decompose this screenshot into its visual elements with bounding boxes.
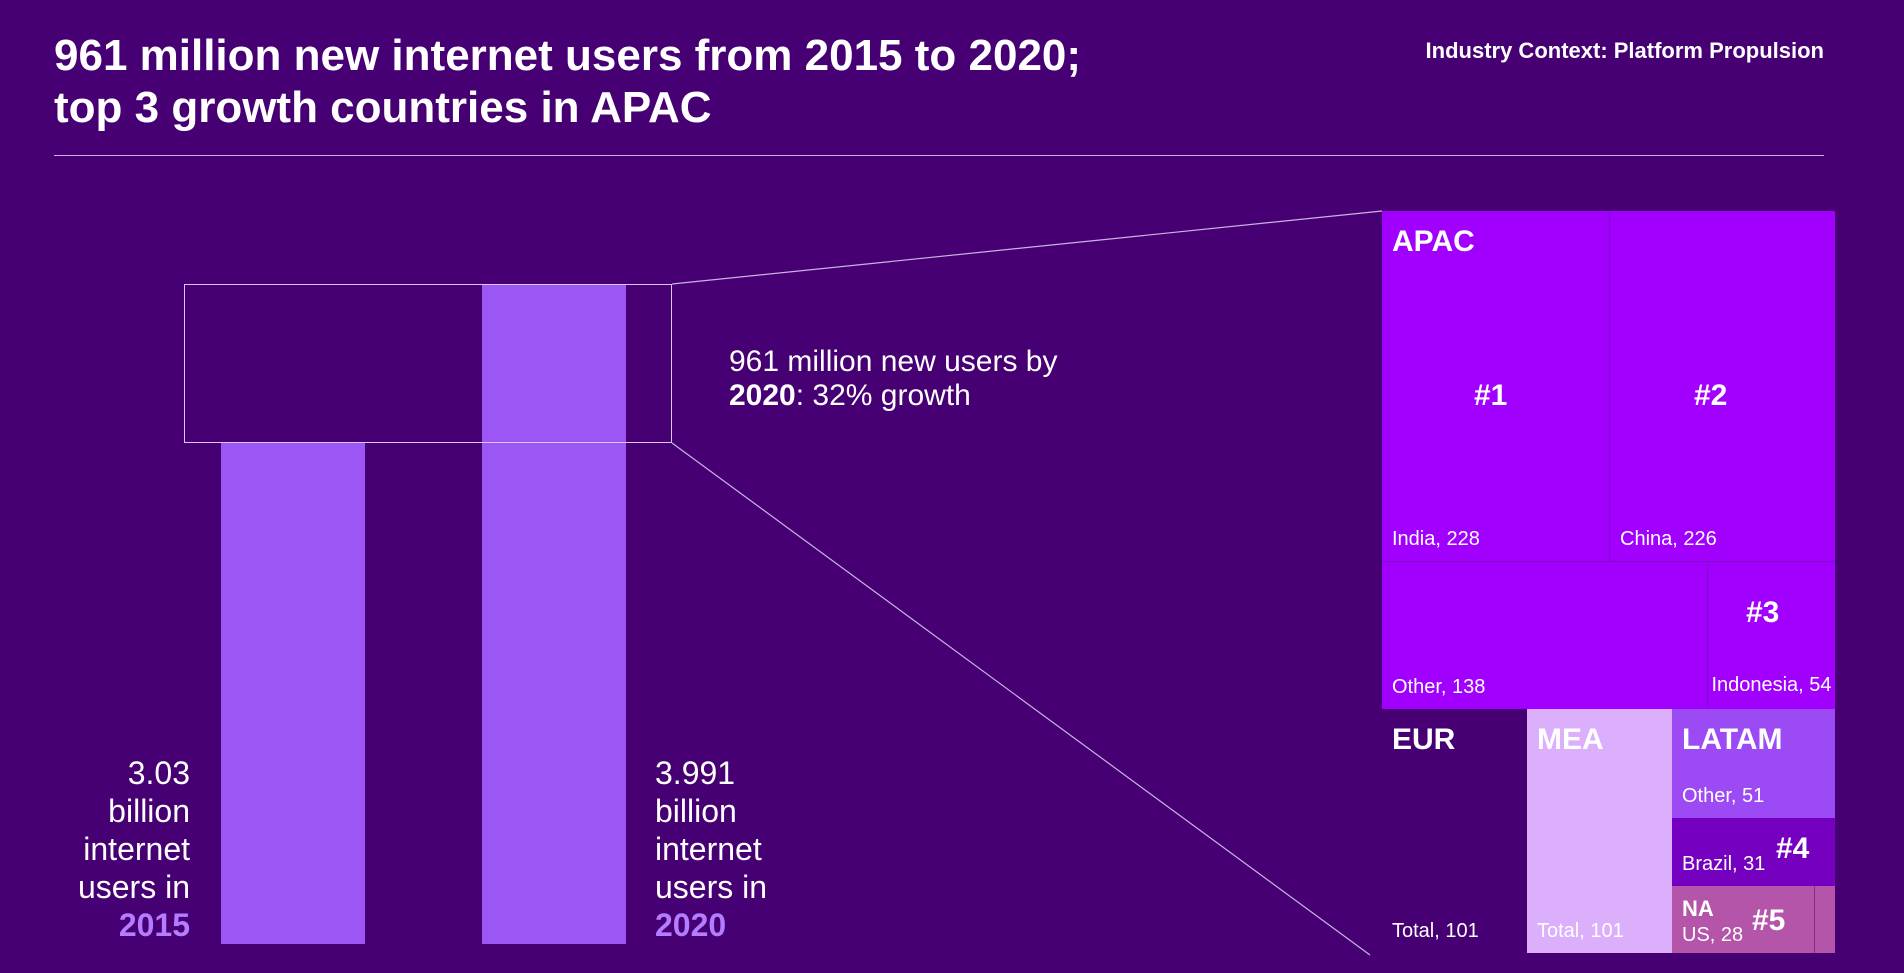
treemap-cell-eur: EUR Total, 101 (1382, 709, 1527, 953)
treemap-cell-china: #2 China, 226 (1610, 211, 1835, 561)
growth-zoom-box (184, 284, 672, 443)
rank-badge-4: #4 (1776, 832, 1810, 865)
growth-note: 961 million new users by 2020: 32% growt… (729, 345, 1058, 412)
bar-2015 (221, 442, 365, 944)
treemap-region-mea: MEA (1537, 723, 1604, 756)
bar-2020 (482, 284, 626, 944)
rank-badge-1: #1 (1474, 379, 1508, 412)
value-label-china: China, 226 (1620, 528, 1717, 550)
value-label-apac-other: Other, 138 (1392, 676, 1486, 698)
value-label-latam-other: Other, 51 (1682, 785, 1765, 807)
treemap-region-eur: EUR (1392, 723, 1456, 756)
treemap-cell-us: NA #5 US, 28 (1672, 886, 1815, 953)
value-label-brazil: Brazil, 31 (1682, 853, 1766, 875)
industry-context-label: Industry Context: Platform Propulsion (1425, 38, 1824, 63)
treemap-region-na: NA (1682, 896, 1714, 921)
treemap-region-latam: LATAM (1682, 723, 1783, 756)
value-label-indonesia: Indonesia, 54 (1711, 674, 1832, 696)
value-label-us: US, 28 (1682, 924, 1744, 946)
value-label-mea: Total, 101 (1537, 920, 1624, 942)
treemap-cell-mea: MEA Total, 101 (1527, 709, 1672, 953)
value-label-eur: Total, 101 (1392, 920, 1479, 942)
treemap-cell-india: APAC #1 India, 228 (1382, 211, 1610, 561)
bar-label-2020: 3.991 billion internet users in 2020 (655, 755, 768, 943)
value-label-india: India, 228 (1392, 528, 1480, 550)
treemap-cell-brazil: #4 Brazil, 31 (1672, 818, 1835, 886)
rank-badge-5: #5 (1752, 904, 1786, 937)
treemap-region-apac: APAC (1392, 225, 1475, 258)
page-title: 961 million new internet users from 2015… (54, 31, 1082, 132)
header-divider (54, 155, 1824, 156)
treemap-cell-apac-other: Other, 138 (1382, 561, 1708, 709)
treemap-cell-indonesia: #3 Indonesia, 54 (1708, 561, 1835, 709)
treemap-cell-latam-other: LATAM Other, 51 (1672, 709, 1835, 818)
bar-label-2015: 3.03 billion internet users in 2015 (77, 755, 190, 943)
rank-badge-2: #2 (1694, 379, 1728, 412)
rank-badge-3: #3 (1746, 596, 1780, 629)
treemap-cell-na-other (1815, 886, 1835, 953)
